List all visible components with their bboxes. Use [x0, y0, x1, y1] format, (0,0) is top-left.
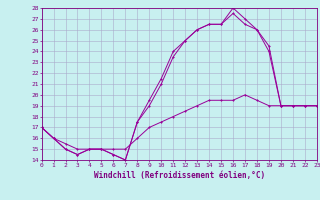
- X-axis label: Windchill (Refroidissement éolien,°C): Windchill (Refroidissement éolien,°C): [94, 171, 265, 180]
